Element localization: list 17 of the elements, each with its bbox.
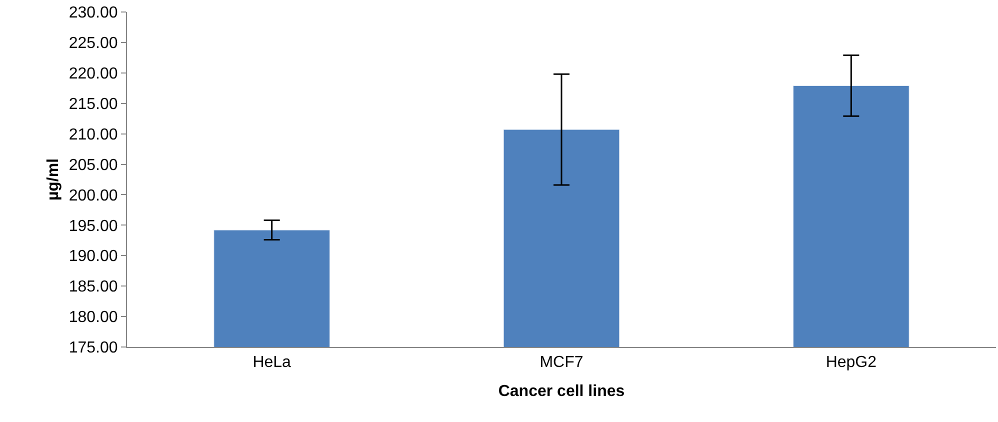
y-tick-label: 205.00: [68, 156, 118, 174]
x-axis-title: Cancer cell lines: [498, 382, 625, 400]
x-tick-label: HepG2: [826, 354, 877, 372]
y-tick-label: 215.00: [68, 96, 118, 113]
y-tick-label: 225.00: [68, 35, 118, 52]
y-axis-title: µg/ml: [44, 158, 62, 201]
x-tick-label: HeLa: [252, 354, 292, 372]
y-tick-label: 220.00: [68, 66, 118, 83]
y-tick-label: 200.00: [68, 187, 118, 204]
y-tick-label: 230.00: [68, 4, 118, 22]
y-tick-label: 185.00: [68, 278, 118, 296]
x-tick-label: MCF7: [540, 354, 584, 372]
y-tick-label: 175.00: [68, 340, 118, 357]
y-tick-label: 195.00: [68, 218, 118, 235]
y-tick-label: 190.00: [68, 248, 118, 266]
y-tick-label: 180.00: [68, 309, 118, 326]
y-tick-label: 210.00: [68, 126, 118, 144]
